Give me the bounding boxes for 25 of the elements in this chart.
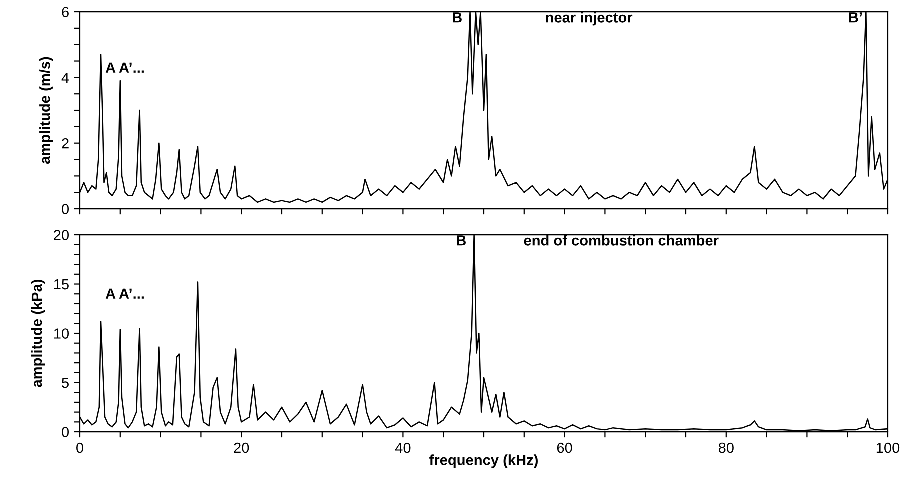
x-axis-title: frequency (kHz) xyxy=(430,454,538,468)
annotation: A A’... xyxy=(106,288,144,299)
y-tick-label: 5 xyxy=(62,378,69,388)
y-tick-label: 4 xyxy=(62,72,70,83)
x-tick-label: 40 xyxy=(395,442,411,454)
x-tick-label: 0 xyxy=(76,442,84,454)
y-tick-label: 15 xyxy=(54,280,69,290)
annotation: near injector xyxy=(546,12,633,26)
y-tick-label: 6 xyxy=(62,7,69,18)
x-tick-label: 60 xyxy=(557,442,572,454)
y-axis-title: amplitude (m/s) xyxy=(40,57,54,164)
annotation: A A’... xyxy=(106,62,144,73)
annotation: B’ xyxy=(849,12,862,23)
annotation: B xyxy=(457,236,466,246)
y-tick-label: 2 xyxy=(62,138,69,149)
x-tick-label: 80 xyxy=(718,442,734,454)
y-tick-label: 0 xyxy=(62,204,70,214)
y-axis-title: amplitude (kPa) xyxy=(31,280,46,388)
y-tick-label: 20 xyxy=(54,230,70,240)
y-tick-label: 0 xyxy=(62,427,70,438)
annotation: end of combustion chamber xyxy=(524,235,719,246)
y-tick-label: 10 xyxy=(54,328,70,339)
annotation: B xyxy=(453,12,462,23)
x-tick-label: 20 xyxy=(234,442,250,454)
x-tick-label: 100 xyxy=(876,442,900,454)
